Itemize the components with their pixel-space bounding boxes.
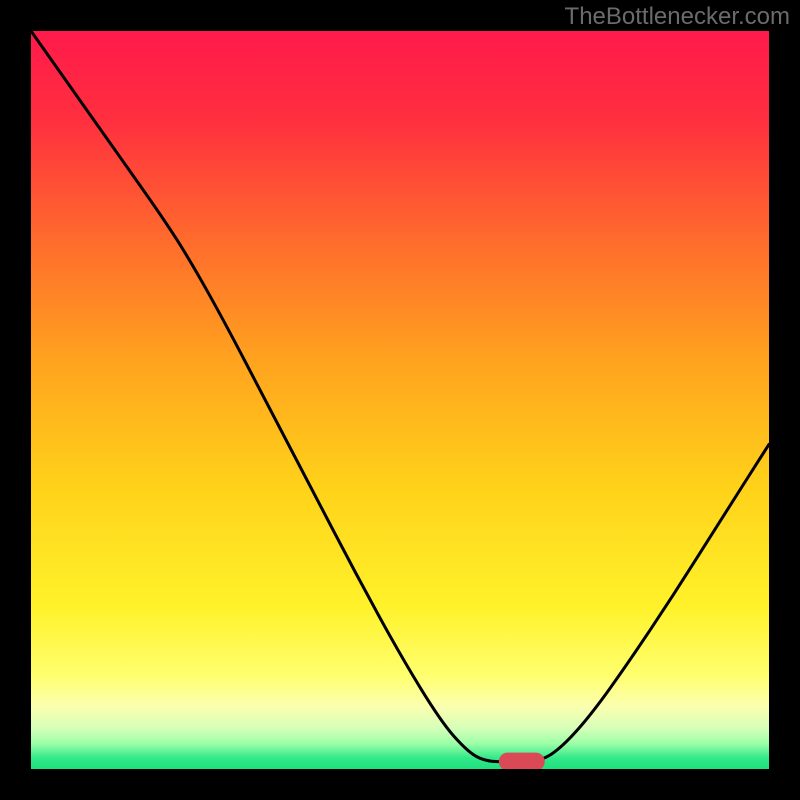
gradient-background [31, 31, 769, 769]
bottleneck-chart: TheBottlenecker.com [0, 0, 800, 800]
plot-area [31, 31, 769, 771]
chart-container: TheBottlenecker.com [0, 0, 800, 800]
attribution-text: TheBottlenecker.com [565, 3, 790, 30]
minimum-marker [499, 753, 545, 771]
